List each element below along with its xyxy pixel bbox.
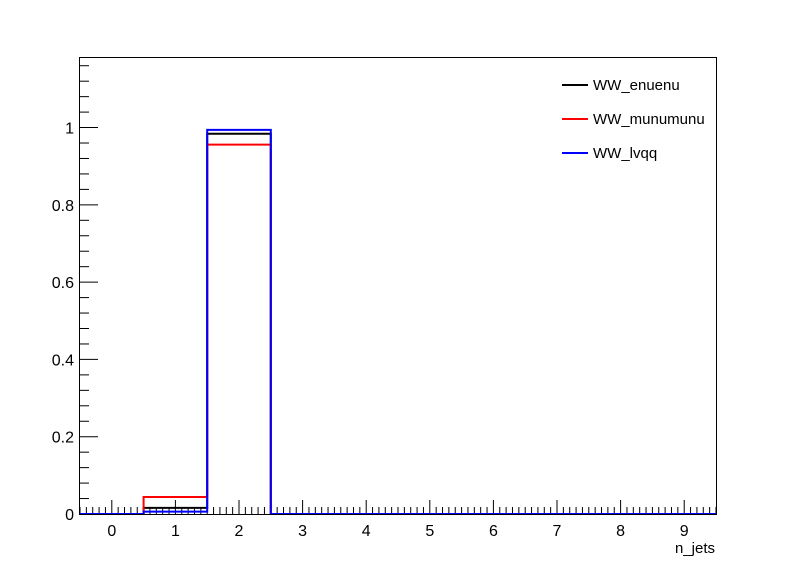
legend: WW_enuenu WW_munumunu WW_lvqq — [562, 77, 705, 162]
x-tick-label: 2 — [235, 523, 244, 540]
tick-labels: 0 1 2 3 4 5 6 7 8 9 0 0.2 0.4 0.6 0.8 1 — [52, 121, 689, 540]
x-tick-label: 4 — [362, 523, 371, 540]
y-tick-label: 0.4 — [52, 352, 74, 369]
x-axis-label: n_jets — [675, 540, 715, 557]
legend-label: WW_munumunu — [593, 111, 705, 128]
legend-label: WW_lvqq — [593, 145, 657, 162]
x-tick-label: 3 — [298, 523, 307, 540]
x-tick-label: 1 — [171, 523, 180, 540]
y-tick-label: 1 — [65, 121, 74, 138]
x-tick-label: 9 — [680, 523, 689, 540]
y-tick-label: 0 — [65, 507, 74, 524]
x-tick-label: 6 — [489, 523, 498, 540]
y-tick-label: 0.8 — [52, 198, 74, 215]
y-tick-label: 0.6 — [52, 275, 74, 292]
legend-label: WW_enuenu — [593, 77, 680, 94]
x-tick-label: 7 — [553, 523, 562, 540]
x-tick-label: 5 — [425, 523, 434, 540]
plot-frame — [79, 57, 717, 515]
x-tick-label: 8 — [616, 523, 625, 540]
x-tick-label: 0 — [107, 523, 116, 540]
y-tick-label: 0.2 — [52, 430, 74, 447]
